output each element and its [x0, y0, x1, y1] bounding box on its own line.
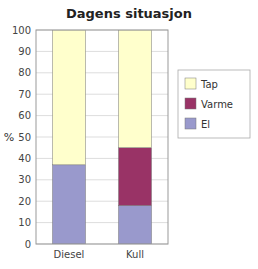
legend-swatch [185, 78, 196, 89]
x-tick-label: Kull [126, 249, 144, 260]
y-axis-label: % [4, 131, 14, 144]
bar-segment [53, 30, 86, 165]
y-tick-label: 50 [18, 132, 31, 143]
legend-label: Tap [200, 79, 218, 90]
legend-swatch [185, 98, 196, 109]
plot-frame [36, 30, 168, 244]
bar-segment [119, 30, 152, 148]
y-tick-label: 10 [18, 217, 31, 228]
grid [36, 30, 168, 244]
y-tick-label: 0 [25, 239, 31, 250]
bar-segment [53, 165, 86, 244]
y-tick-label: 20 [18, 196, 31, 207]
x-tick-label: Diesel [54, 249, 85, 260]
y-tick-label: 40 [18, 153, 31, 164]
legend-frame [178, 70, 250, 138]
y-tick-label: 100 [12, 25, 31, 36]
legend-swatch [185, 118, 196, 129]
y-tick-label: 70 [18, 89, 31, 100]
y-tick-label: 60 [18, 110, 31, 121]
y-tick-label: 90 [18, 46, 31, 57]
chart-svg: Dagens situasjon% 0 10 20 30 40 50 60 70 80 90 100 D… [0, 0, 258, 269]
bars [53, 30, 152, 244]
legend-label: Varme [201, 99, 233, 110]
bar-segment [119, 205, 152, 244]
bar-segment [119, 148, 152, 206]
legend-label: El [201, 119, 210, 130]
y-tick-label: 30 [18, 174, 31, 185]
title: Dagens situasjon [66, 6, 192, 21]
y-tick-label: 80 [18, 67, 31, 78]
legend: Tap Varme El [178, 70, 250, 138]
chart-container: Dagens situasjon% 0 10 20 30 40 50 60 70 80 90 100 D… [0, 0, 258, 269]
